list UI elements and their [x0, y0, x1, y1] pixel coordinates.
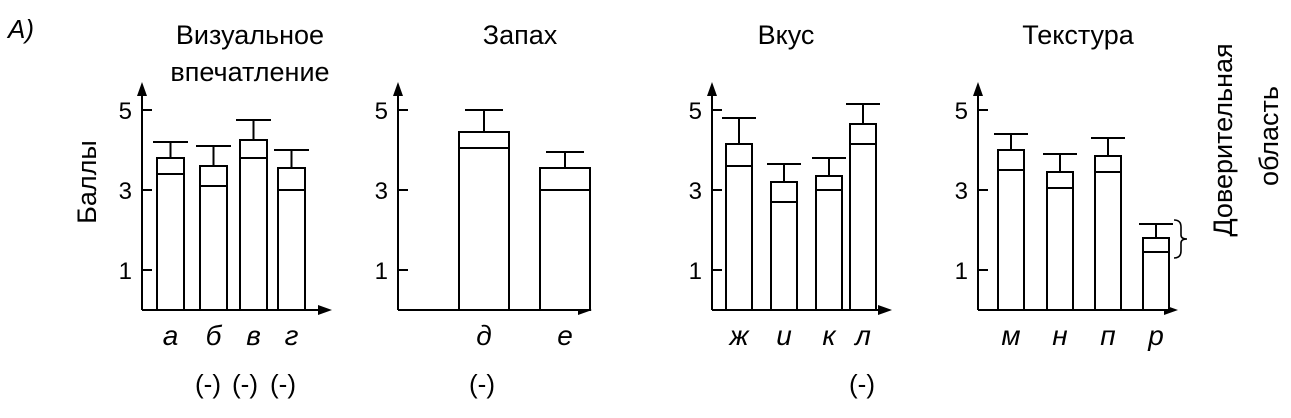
annotation-label: (-) — [469, 369, 495, 399]
category-label: л — [853, 320, 871, 351]
y-tick-label: 3 — [955, 178, 968, 205]
panel-title-line-1: Запах — [483, 20, 558, 50]
x-axis-arrow — [878, 305, 892, 315]
annotation-label: (-) — [195, 369, 221, 399]
bar-2 — [1046, 171, 1074, 311]
y-tick-label: 1 — [955, 258, 968, 285]
side-label-line-2: область — [1254, 86, 1284, 186]
bar-1 — [725, 143, 753, 311]
category-label: р — [1147, 320, 1164, 351]
category-label: д — [476, 320, 491, 351]
chart-panel-4: Текстура 1 3 5 м н п р — [955, 20, 1188, 351]
y-axis-arrow — [137, 82, 147, 96]
annotation-label: (-) — [849, 369, 875, 399]
y-tick-label: 5 — [689, 98, 702, 125]
category-label: а — [163, 320, 179, 351]
category-label: н — [1052, 320, 1067, 351]
y-axis-arrow — [393, 82, 403, 96]
bar-4 — [1142, 237, 1170, 311]
annotation-label: (-) — [270, 369, 296, 399]
panel-title-line-2: впечатление — [170, 57, 329, 87]
bar-1 — [156, 157, 185, 311]
panel-title-line-1: Визуальное — [176, 20, 324, 50]
bar-4 — [849, 123, 877, 311]
y-tick-label: 5 — [375, 98, 388, 125]
side-label-line-1: Доверительная — [1208, 43, 1238, 236]
category-label: и — [776, 320, 792, 351]
category-label: к — [822, 320, 837, 351]
y-tick-label: 1 — [375, 258, 388, 285]
y-tick-label: 1 — [689, 258, 702, 285]
y-axis-arrow — [973, 82, 983, 96]
y-tick-label: 3 — [689, 178, 702, 205]
category-label: п — [1100, 320, 1115, 351]
bar-2 — [199, 165, 228, 311]
category-label: ж — [727, 320, 750, 351]
y-tick-label: 5 — [119, 98, 132, 125]
panel-label: A) — [6, 14, 34, 44]
confidence-brace — [1173, 219, 1188, 259]
category-label: м — [1001, 320, 1020, 351]
bar-3 — [239, 139, 268, 311]
chart-panel-3: Вкус 1 3 5 ж и к л (-) — [689, 20, 892, 399]
category-label: б — [206, 320, 223, 351]
category-label: е — [557, 320, 573, 351]
panel-title-line-1: Текстура — [1022, 20, 1134, 50]
annotation-label: (-) — [232, 369, 258, 399]
bar-2 — [539, 167, 591, 311]
chart-panel-1: Визуальное впечатление 1 3 5 а б в г (-) (-) (-) — [119, 20, 332, 399]
y-axis-arrow — [707, 82, 717, 96]
bar-4 — [277, 167, 306, 311]
y-tick-label: 3 — [119, 178, 132, 205]
y-tick-label: 1 — [119, 258, 132, 285]
y-tick-label: 3 — [375, 178, 388, 205]
chart-panel-2: Запах 1 3 5 д е (-) — [375, 20, 592, 399]
bar-3 — [815, 175, 843, 311]
bar-1 — [997, 149, 1025, 311]
panel-title-line-1: Вкус — [758, 20, 815, 50]
y-tick-label: 5 — [955, 98, 968, 125]
category-label: г — [285, 320, 299, 351]
bar-3 — [1094, 155, 1122, 311]
category-label: в — [246, 320, 261, 351]
x-axis-arrow — [318, 305, 332, 315]
y-axis-label: Баллы — [72, 140, 102, 224]
bar-1 — [458, 131, 510, 311]
